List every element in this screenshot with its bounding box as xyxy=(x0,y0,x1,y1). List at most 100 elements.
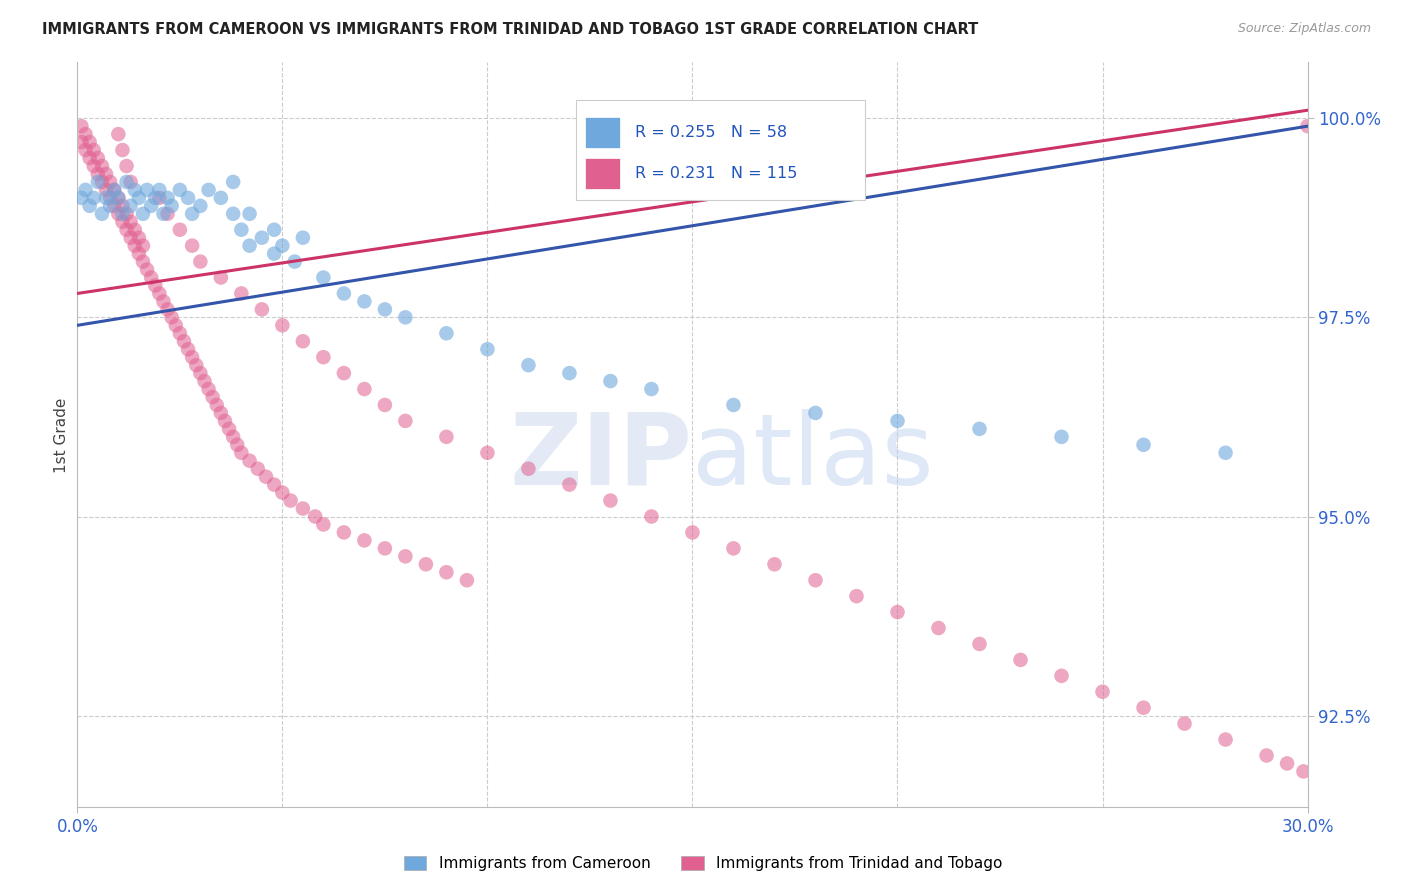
Text: atlas: atlas xyxy=(693,409,934,506)
Point xyxy=(177,342,200,356)
Point xyxy=(1050,430,1073,444)
Point xyxy=(143,278,166,293)
Point xyxy=(271,238,294,252)
Point xyxy=(969,422,991,436)
Point xyxy=(83,159,105,173)
Point xyxy=(103,183,125,197)
Point xyxy=(599,374,621,388)
Point xyxy=(120,175,142,189)
Point xyxy=(640,382,662,396)
Point xyxy=(1174,716,1197,731)
Point xyxy=(291,334,314,349)
Point xyxy=(263,223,285,237)
Point xyxy=(94,167,117,181)
Point xyxy=(115,159,138,173)
Point xyxy=(209,270,232,285)
Point xyxy=(928,621,950,635)
Point xyxy=(94,191,117,205)
Point xyxy=(436,566,458,580)
Point xyxy=(111,207,134,221)
Point xyxy=(312,270,335,285)
Point xyxy=(128,191,150,205)
Point xyxy=(205,398,228,412)
Point xyxy=(231,446,253,460)
Point xyxy=(1275,756,1298,771)
Point xyxy=(83,191,105,205)
Point xyxy=(222,175,245,189)
Point xyxy=(436,326,458,341)
Point xyxy=(1256,748,1278,763)
Point xyxy=(226,438,249,452)
Point xyxy=(169,326,191,341)
Point xyxy=(1132,438,1154,452)
Point xyxy=(250,230,273,244)
Point xyxy=(291,230,314,244)
Point xyxy=(1215,446,1237,460)
Point xyxy=(723,398,745,412)
Point xyxy=(115,207,138,221)
Point xyxy=(124,223,146,237)
Point xyxy=(83,143,105,157)
Point xyxy=(333,286,356,301)
Point xyxy=(128,246,150,260)
Point xyxy=(124,183,146,197)
Text: R = 0.231   N = 115: R = 0.231 N = 115 xyxy=(634,166,797,181)
Point xyxy=(152,207,174,221)
Point xyxy=(90,159,114,173)
Point xyxy=(284,254,307,268)
Legend: Immigrants from Cameroon, Immigrants from Trinidad and Tobago: Immigrants from Cameroon, Immigrants fro… xyxy=(398,850,1008,877)
Point xyxy=(90,175,114,189)
Point xyxy=(1296,119,1319,133)
Point xyxy=(845,589,868,603)
Point xyxy=(214,414,236,428)
Point xyxy=(312,350,335,364)
Point xyxy=(181,207,204,221)
Point xyxy=(1215,732,1237,747)
Point xyxy=(197,183,219,197)
Point xyxy=(75,143,97,157)
Point xyxy=(75,183,97,197)
Point xyxy=(173,334,195,349)
Point xyxy=(374,302,396,317)
Point xyxy=(477,342,499,356)
Point xyxy=(188,199,212,213)
Point xyxy=(804,573,827,587)
Point xyxy=(169,223,191,237)
Point xyxy=(107,191,129,205)
Point xyxy=(886,414,908,428)
Point xyxy=(231,286,253,301)
Point xyxy=(886,605,908,619)
Point xyxy=(394,414,416,428)
Point xyxy=(75,127,97,141)
Point xyxy=(456,573,478,587)
Point xyxy=(218,422,240,436)
Point xyxy=(558,477,581,491)
Text: R = 0.255   N = 58: R = 0.255 N = 58 xyxy=(634,125,787,140)
Point xyxy=(186,358,208,372)
Point xyxy=(374,398,396,412)
Point xyxy=(79,199,101,213)
Point xyxy=(263,477,285,491)
Point xyxy=(193,374,215,388)
Point xyxy=(156,207,179,221)
Point xyxy=(517,358,540,372)
Point xyxy=(1091,685,1114,699)
Point xyxy=(148,286,170,301)
Point xyxy=(723,541,745,556)
Point xyxy=(804,406,827,420)
Point xyxy=(353,382,375,396)
Point xyxy=(141,199,163,213)
Point xyxy=(70,191,93,205)
Point xyxy=(1010,653,1032,667)
Text: Source: ZipAtlas.com: Source: ZipAtlas.com xyxy=(1237,22,1371,36)
Point xyxy=(156,302,179,317)
Point xyxy=(374,541,396,556)
Point xyxy=(120,230,142,244)
Point xyxy=(969,637,991,651)
Point xyxy=(120,215,142,229)
Point xyxy=(1292,764,1315,779)
Point xyxy=(107,191,129,205)
Point xyxy=(246,461,269,475)
Point xyxy=(231,223,253,237)
Point xyxy=(152,294,174,309)
